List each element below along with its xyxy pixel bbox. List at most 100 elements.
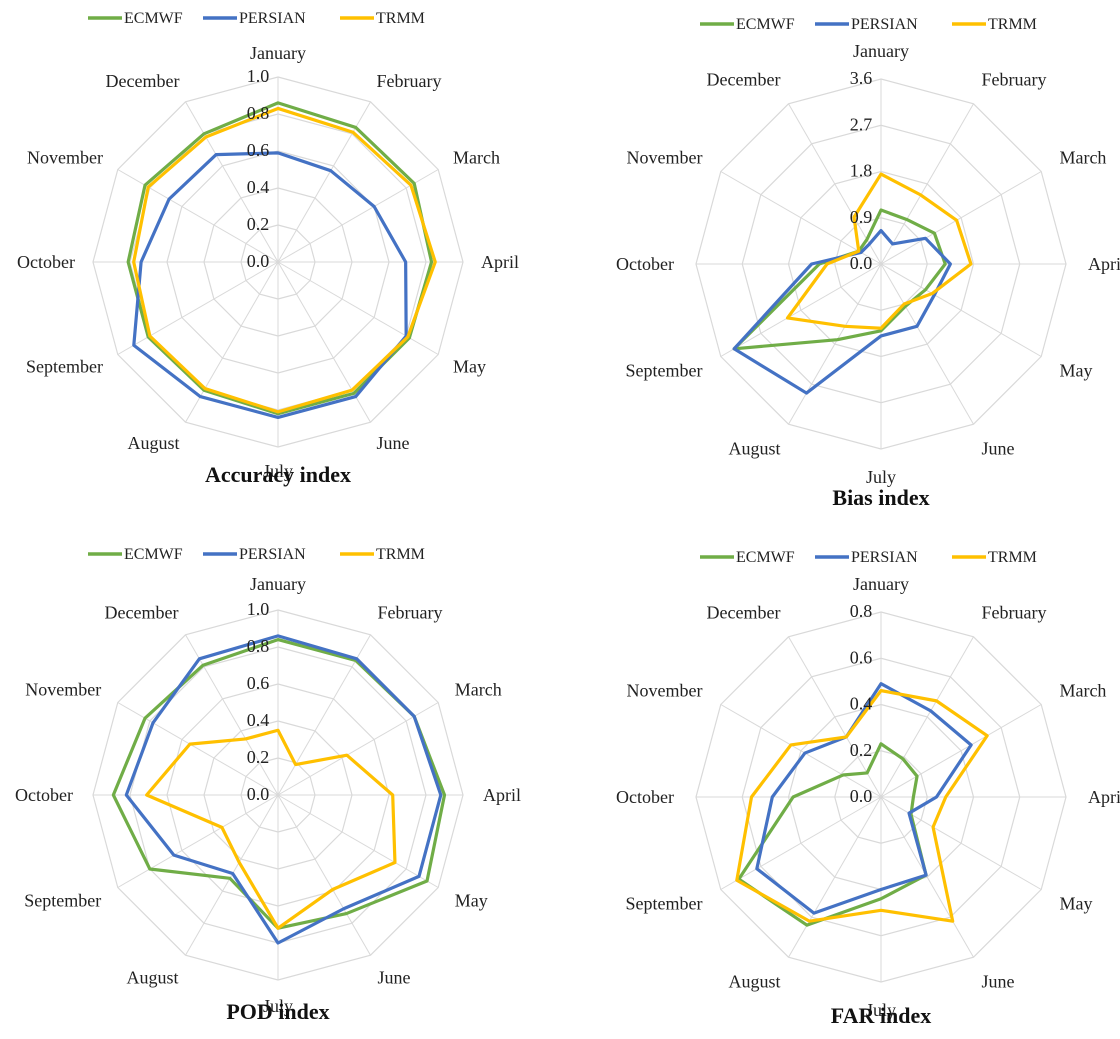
spoke-line bbox=[880, 171, 1042, 265]
category-label: October bbox=[616, 254, 674, 274]
category-label: April bbox=[481, 252, 519, 272]
tick-label: 0.0 bbox=[247, 251, 270, 271]
tick-label: 0.6 bbox=[247, 140, 270, 160]
tick-label: 3.6 bbox=[850, 68, 873, 88]
category-label: March bbox=[1059, 681, 1106, 701]
series-line-persian bbox=[124, 634, 443, 945]
pod-radar-chart: 0.0 0.2 0.4 0.6 0.8 1.0 January February March Ap… bbox=[15, 546, 521, 1024]
category-label: July bbox=[263, 461, 293, 481]
tick-label: 0.8 bbox=[247, 636, 270, 656]
tick-label: 0.4 bbox=[247, 710, 270, 730]
category-label: July bbox=[263, 996, 293, 1016]
spoke-line bbox=[720, 704, 882, 798]
legend-label: PERSIAN bbox=[851, 16, 918, 33]
tick-label: 0.2 bbox=[850, 740, 873, 760]
category-label: November bbox=[627, 148, 703, 168]
spoke-line bbox=[277, 794, 371, 956]
tick-label: 0.4 bbox=[247, 177, 270, 197]
spoke-line bbox=[277, 261, 439, 355]
tick-label: 0.4 bbox=[850, 694, 873, 714]
series-line-trmm bbox=[735, 689, 989, 923]
chart-title: FAR index bbox=[831, 1003, 931, 1028]
category-label: May bbox=[1059, 361, 1092, 381]
series-line-ecmwf bbox=[126, 101, 434, 416]
category-label: February bbox=[377, 71, 442, 91]
series-line-persian bbox=[732, 228, 952, 395]
category-label: January bbox=[853, 41, 909, 61]
tick-label: 1.8 bbox=[850, 161, 873, 181]
category-label: April bbox=[483, 785, 521, 805]
spoke-line bbox=[720, 796, 882, 890]
chart-title: Accuracy index bbox=[205, 462, 351, 487]
category-label: August bbox=[728, 438, 780, 458]
tick-label: 2.7 bbox=[850, 114, 873, 134]
spoke-line bbox=[880, 103, 974, 265]
series-line-trmm bbox=[785, 172, 973, 330]
category-label: June bbox=[378, 968, 411, 988]
tick-label: 0.8 bbox=[247, 103, 270, 123]
accuracy-radar-chart: 0.0 0.2 0.4 0.6 0.8 1.0 January February March Ap… bbox=[17, 10, 519, 487]
category-label: December bbox=[707, 70, 781, 90]
spoke-line bbox=[117, 261, 279, 355]
spoke-line bbox=[788, 796, 882, 958]
category-label: June bbox=[377, 433, 410, 453]
category-label: March bbox=[453, 148, 500, 168]
legend-label: ECMWF bbox=[736, 549, 795, 566]
series-line-persian bbox=[755, 682, 973, 915]
legend-label: TRMM bbox=[988, 549, 1037, 566]
spoke-line bbox=[880, 796, 1042, 890]
legend-label: ECMWF bbox=[124, 10, 183, 27]
legend-label: TRMM bbox=[376, 546, 425, 563]
spoke-line bbox=[788, 636, 882, 798]
spoke-line bbox=[880, 263, 1042, 357]
category-label: May bbox=[453, 357, 486, 377]
legend-label: ECMWF bbox=[124, 546, 183, 563]
legend-label: PERSIAN bbox=[239, 10, 306, 27]
category-label: March bbox=[1059, 148, 1106, 168]
series-line-ecmwf bbox=[737, 742, 928, 927]
category-label: April bbox=[1088, 787, 1120, 807]
category-label: November bbox=[27, 148, 103, 168]
spoke-line bbox=[880, 263, 974, 425]
spoke-line bbox=[720, 171, 882, 265]
spoke-line bbox=[277, 794, 439, 888]
category-label: December bbox=[707, 603, 781, 623]
tick-label: 0.2 bbox=[247, 747, 270, 767]
spoke-line bbox=[185, 101, 279, 263]
category-label: September bbox=[626, 361, 703, 381]
category-label: January bbox=[250, 43, 306, 63]
category-label: September bbox=[26, 357, 103, 377]
spoke-line bbox=[880, 636, 974, 798]
category-label: March bbox=[455, 680, 502, 700]
tick-label: 0.9 bbox=[850, 207, 873, 227]
spoke-line bbox=[880, 704, 1042, 798]
spoke-line bbox=[880, 796, 974, 958]
tick-label: 1.0 bbox=[247, 66, 270, 86]
category-label: October bbox=[17, 252, 75, 272]
spoke-line bbox=[277, 702, 439, 796]
series-line-persian bbox=[132, 151, 408, 419]
category-label: October bbox=[616, 787, 674, 807]
category-label: July bbox=[866, 467, 896, 487]
category-label: November bbox=[25, 680, 101, 700]
far-radar-chart: 0.0 0.2 0.4 0.6 0.8 January February March April… bbox=[616, 549, 1120, 1028]
category-label: June bbox=[982, 971, 1015, 991]
spoke-line bbox=[185, 634, 279, 796]
bias-radar-chart: 0.0 0.9 1.8 2.7 3.6 January February March April… bbox=[616, 16, 1120, 510]
tick-label: 0.6 bbox=[850, 647, 873, 667]
tick-label: 0.6 bbox=[247, 673, 270, 693]
series-line-ecmwf bbox=[111, 637, 447, 930]
category-label: May bbox=[1059, 894, 1092, 914]
category-label: July bbox=[866, 1000, 896, 1020]
category-label: May bbox=[455, 891, 488, 911]
category-label: February bbox=[982, 70, 1047, 90]
spoke-line bbox=[720, 263, 882, 357]
chart-title: Bias index bbox=[832, 485, 929, 510]
tick-label: 0.2 bbox=[247, 214, 270, 234]
tick-label: 1.0 bbox=[247, 599, 270, 619]
series-line-trmm bbox=[145, 728, 397, 930]
series-line-trmm bbox=[132, 106, 437, 414]
category-label: August bbox=[728, 971, 780, 991]
tick-label: 0.0 bbox=[850, 786, 873, 806]
spoke-line bbox=[185, 794, 279, 956]
